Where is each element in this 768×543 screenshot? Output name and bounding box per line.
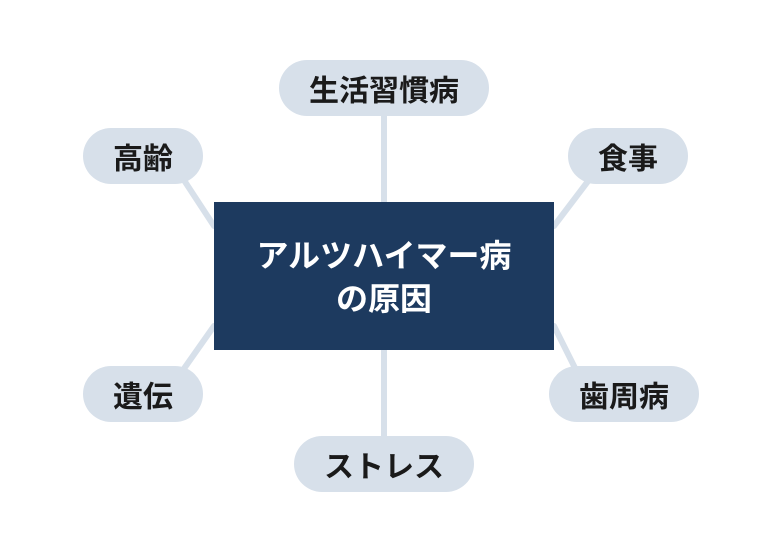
node-heredity: 遺伝	[83, 366, 203, 422]
node-diet: 食事	[568, 128, 688, 184]
node-age: 高齢	[83, 128, 203, 184]
node-lifestyle-label: 生活習慣病	[309, 66, 459, 110]
node-periodontal: 歯周病	[549, 366, 699, 422]
diagram-canvas: アルツハイマー病 の原因 生活習慣病 食事 歯周病 ストレス 遺伝 高齢	[0, 0, 768, 543]
node-stress: ストレス	[294, 436, 474, 492]
node-periodontal-label: 歯周病	[579, 372, 669, 416]
center-node: アルツハイマー病 の原因	[214, 202, 554, 350]
center-line1: アルツハイマー病	[256, 231, 511, 277]
node-diet-label: 食事	[598, 134, 658, 178]
node-age-label: 高齢	[113, 134, 173, 178]
node-lifestyle: 生活習慣病	[279, 60, 489, 116]
center-line2: の原因	[336, 274, 432, 320]
node-stress-label: ストレス	[324, 442, 444, 486]
node-heredity-label: 遺伝	[113, 372, 173, 416]
